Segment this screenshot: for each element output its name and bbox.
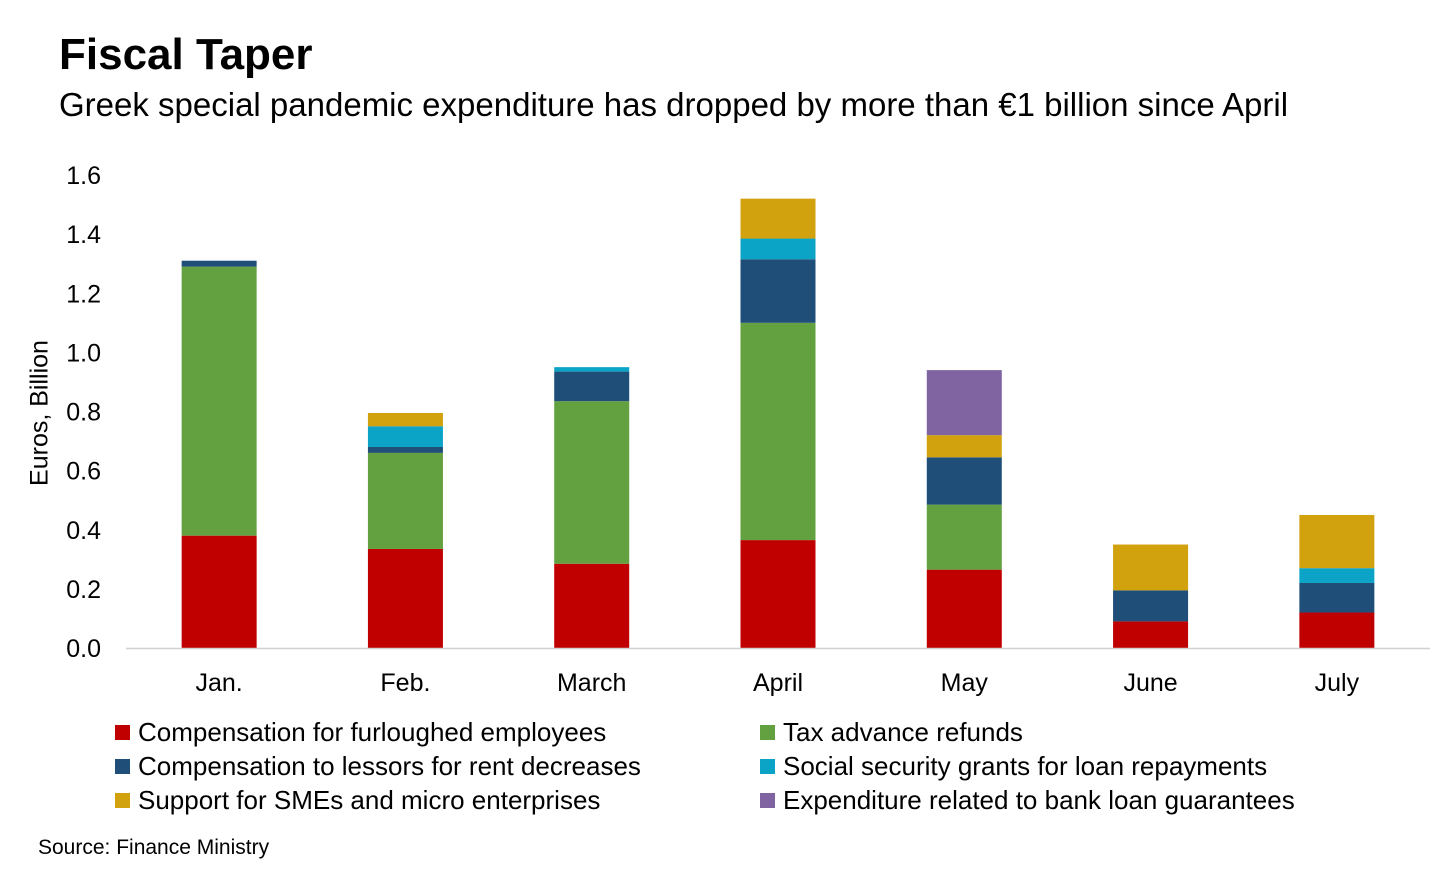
legend-label: Compensation to lessors for rent decreas… <box>138 750 641 781</box>
legend-item: Compensation to lessors for rent decreas… <box>115 750 641 782</box>
bar-segment <box>181 535 257 648</box>
legend-item: Support for SMEs and micro enterprises <box>115 784 600 816</box>
y-tick-label: 0.0 <box>66 635 101 663</box>
bar-segment <box>1113 544 1189 591</box>
bar-segment <box>367 452 443 549</box>
legend-label: Tax advance refunds <box>783 716 1023 747</box>
legend-item: Compensation for furloughed employees <box>115 716 606 748</box>
bar-segment <box>554 401 630 564</box>
legend-item: Social security grants for loan repaymen… <box>760 750 1267 782</box>
legend-swatch <box>760 724 775 740</box>
legend-label: Support for SMEs and micro enterprises <box>138 784 601 815</box>
bar-segment <box>740 322 816 541</box>
x-tick-label: June <box>1123 669 1177 697</box>
chart-subtitle: Greek special pandemic expenditure has d… <box>59 86 1289 123</box>
x-tick-label: March <box>557 669 626 697</box>
bar-segment <box>181 266 257 536</box>
bar-segment <box>740 238 816 260</box>
x-tick-label: May <box>941 669 989 697</box>
y-tick-label: 1.4 <box>66 221 101 249</box>
bar-segment <box>926 457 1002 505</box>
bar-segment <box>367 446 443 453</box>
legend-label: Expenditure related to bank loan guarant… <box>783 784 1295 815</box>
legend-swatch <box>115 758 130 774</box>
x-tick-label: July <box>1315 669 1360 697</box>
y-tick-label: 0.8 <box>66 399 101 427</box>
y-tick-label: 0.6 <box>66 458 101 486</box>
bar-segment <box>926 569 1002 648</box>
bar-segment <box>367 426 443 447</box>
bar-segment <box>367 548 443 648</box>
bar-segment <box>1113 590 1189 622</box>
bar-segment <box>1299 514 1375 569</box>
legend-item: Tax advance refunds <box>760 716 1023 748</box>
bar-segment <box>926 370 1002 436</box>
y-tick-label: 1.2 <box>66 280 101 308</box>
y-tick-label: 1.6 <box>66 162 101 190</box>
bar-segment <box>554 367 630 372</box>
bar-segment <box>926 504 1002 570</box>
bar-segment <box>926 435 1002 458</box>
bar-segment <box>1299 612 1375 648</box>
legend-swatch <box>115 792 130 808</box>
legend-swatch <box>115 724 130 740</box>
bar-segment <box>554 563 630 648</box>
x-tick-label: Jan. <box>196 669 243 697</box>
bar-segment <box>1299 582 1375 613</box>
bar-segment <box>554 371 630 402</box>
y-tick-label: 1.0 <box>66 339 101 367</box>
legend-item: Expenditure related to bank loan guarant… <box>760 784 1295 816</box>
bar-segment <box>1299 568 1375 583</box>
bar-segment <box>740 259 816 323</box>
chart-title: Fiscal Taper <box>59 30 313 79</box>
legend-swatch <box>760 792 775 808</box>
bar-segment <box>367 412 443 427</box>
y-tick-label: 0.4 <box>66 517 101 545</box>
bar-segment <box>740 198 816 239</box>
bar-segment <box>740 540 816 648</box>
x-tick-label: April <box>753 669 803 697</box>
legend-swatch <box>760 758 775 774</box>
y-tick-label: 0.2 <box>66 576 101 604</box>
source-note: Source: Finance Ministry <box>38 836 270 859</box>
legend-label: Social security grants for loan repaymen… <box>783 750 1268 781</box>
legend-label: Compensation for furloughed employees <box>138 716 607 747</box>
x-tick-label: Feb. <box>380 669 430 697</box>
bar-segment <box>1113 621 1189 648</box>
bar-segment <box>181 260 257 267</box>
